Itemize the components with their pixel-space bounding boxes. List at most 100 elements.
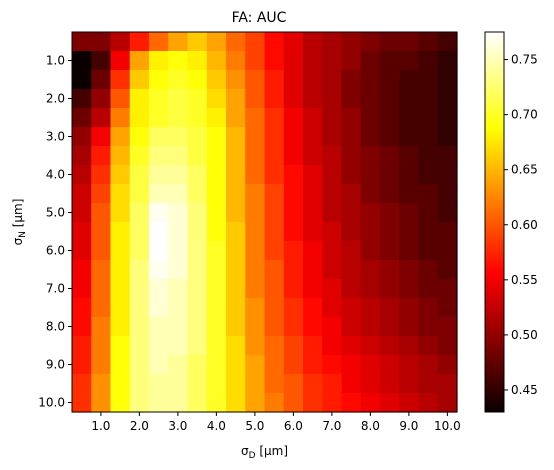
heatmap-cell — [341, 70, 362, 90]
heatmap-cell — [418, 203, 439, 223]
heatmap-cell — [168, 298, 189, 318]
heatmap-cell — [245, 279, 266, 299]
heatmap-cell — [149, 146, 169, 166]
x-tick-label: 6.0 — [284, 419, 303, 433]
heatmap-cell — [110, 279, 131, 299]
heatmap-cell — [399, 260, 420, 280]
heatmap-cell — [206, 51, 227, 71]
heatmap-cell — [360, 336, 381, 356]
heatmap-cell — [437, 317, 458, 337]
heatmap-cell — [149, 184, 169, 204]
y-tick-label: 8.0 — [46, 320, 65, 334]
heatmap-cell — [418, 355, 439, 375]
heatmap-cell — [303, 279, 323, 299]
heatmap-cell — [245, 260, 266, 280]
heatmap-cell — [187, 203, 208, 223]
heatmap-cell — [129, 32, 150, 52]
heatmap-cell — [245, 146, 266, 166]
heatmap-cell — [437, 51, 458, 71]
heatmap-cell — [149, 70, 169, 90]
heatmap-cell — [110, 146, 131, 166]
heatmap-cell — [380, 317, 400, 337]
heatmap-cell — [418, 108, 439, 128]
heatmap-cell — [437, 222, 458, 242]
heatmap-cell — [129, 89, 150, 109]
heatmap-cell — [129, 241, 150, 261]
x-tick-label: 1.0 — [91, 419, 110, 433]
heatmap-cell — [264, 374, 285, 394]
heatmap-cell — [303, 89, 323, 109]
heatmap-cell — [149, 108, 169, 128]
heatmap-cell — [226, 32, 246, 52]
heatmap-cell — [91, 279, 112, 299]
heatmap-cell — [437, 374, 458, 394]
heatmap-cell — [303, 393, 323, 413]
heatmap-cell — [322, 298, 343, 318]
heatmap-cell — [110, 317, 131, 337]
heatmap-cell — [322, 203, 343, 223]
heatmap-cell — [129, 184, 150, 204]
heatmap-cell — [418, 184, 439, 204]
heatmap-cell — [206, 374, 227, 394]
heatmap-cell — [72, 298, 92, 318]
heatmap-cell — [72, 32, 92, 52]
heatmap-cell — [380, 184, 400, 204]
heatmap-cell — [187, 51, 208, 71]
heatmap-cell — [187, 336, 208, 356]
heatmap-cell — [380, 70, 400, 90]
heatmap-cell — [168, 127, 189, 147]
heatmap-cell — [399, 203, 420, 223]
heatmap-cell — [187, 146, 208, 166]
heatmap-cell — [399, 374, 420, 394]
heatmap-cell — [283, 51, 304, 71]
heatmap-cell — [72, 336, 92, 356]
heatmap-cell — [72, 108, 92, 128]
heatmap-cell — [360, 374, 381, 394]
heatmap-cell — [226, 70, 246, 90]
heatmap-cell — [418, 70, 439, 90]
heatmap-cell — [72, 51, 92, 71]
heatmap-cell — [187, 298, 208, 318]
heatmap-cell — [360, 279, 381, 299]
heatmap-cell — [283, 241, 304, 261]
heatmap-cell — [399, 317, 420, 337]
heatmap-cell — [380, 374, 400, 394]
heatmap-cell — [341, 241, 362, 261]
heatmap-cell — [168, 32, 189, 52]
heatmap-cell — [245, 51, 266, 71]
heatmap-cell — [129, 298, 150, 318]
y-tick-label: 1.0 — [46, 54, 65, 68]
x-axis: 1.0 2.0 3.0 4.0 5.0 6.0 7.0 8.0 9.0 10.0 — [91, 412, 461, 433]
heatmap-cell — [380, 279, 400, 299]
heatmap-cell — [110, 165, 131, 185]
heatmap-cell — [91, 298, 112, 318]
heatmap-cell — [360, 51, 381, 71]
heatmap-cell — [168, 279, 189, 299]
heatmap-cell — [72, 355, 92, 375]
heatmap-cell — [168, 355, 189, 375]
heatmap-cell — [418, 165, 439, 185]
heatmap-cell — [91, 393, 112, 413]
heatmap-cell — [168, 146, 189, 166]
heatmap-cell — [168, 184, 189, 204]
heatmap-cell — [149, 222, 169, 242]
heatmap-cell — [341, 146, 362, 166]
heatmap-cell — [72, 70, 92, 90]
colorbar-tick-label: 0.45 — [511, 383, 538, 397]
heatmap-cell — [226, 165, 246, 185]
heatmap-cell — [341, 298, 362, 318]
heatmap-cell — [187, 70, 208, 90]
heatmap-cell — [245, 241, 266, 261]
heatmap-cell — [283, 127, 304, 147]
heatmap-cell — [341, 222, 362, 242]
heatmap-cell — [264, 32, 285, 52]
heatmap-cell — [110, 355, 131, 375]
heatmap-cell — [264, 165, 285, 185]
heatmap-cell — [283, 355, 304, 375]
heatmap-cell — [206, 32, 227, 52]
heatmap-cell — [91, 203, 112, 223]
heatmap-cell — [110, 222, 131, 242]
heatmap-cell — [264, 203, 285, 223]
heatmap-cell — [380, 260, 400, 280]
heatmap-cell — [437, 336, 458, 356]
